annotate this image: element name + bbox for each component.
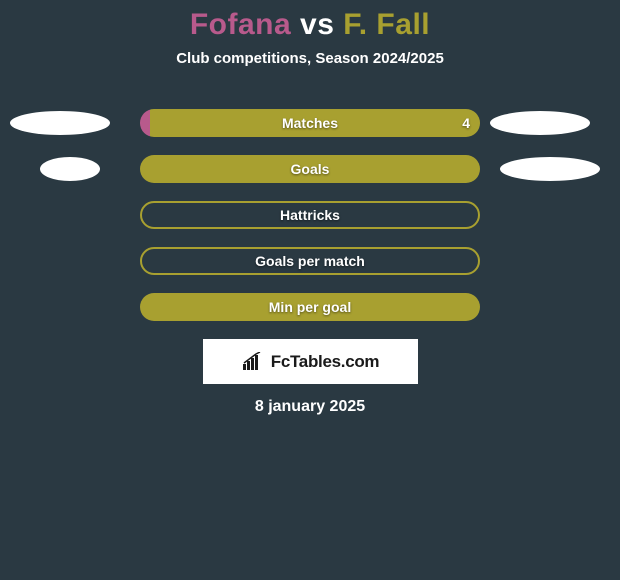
stat-value-right: 4 — [440, 109, 470, 137]
stat-row: Min per goal — [0, 293, 620, 321]
stat-label: Hattricks — [140, 201, 480, 229]
stat-label: Goals per match — [140, 247, 480, 275]
stat-row: Goals — [0, 155, 620, 183]
right-pill — [490, 111, 590, 135]
bars-chart-icon — [241, 352, 267, 372]
date-label: 8 january 2025 — [0, 398, 620, 416]
logo-text: FcTables.com — [271, 352, 380, 372]
comparison-widget: Fofana vs F. Fall Club competitions, Sea… — [0, 0, 620, 416]
logo: FcTables.com — [241, 352, 380, 372]
stat-row: Hattricks — [0, 201, 620, 229]
stat-row: Matches4 — [0, 109, 620, 137]
stat-label: Matches — [140, 109, 480, 137]
stat-label: Min per goal — [140, 293, 480, 321]
vs-text: vs — [300, 8, 334, 41]
stat-rows: Matches4 Goals Hattricks Goals per match Min… — [0, 109, 620, 321]
player1-name: Fofana — [190, 8, 291, 41]
stat-label: Goals — [140, 155, 480, 183]
page-title: Fofana vs F. Fall — [0, 0, 620, 42]
stat-row: Goals per match — [0, 247, 620, 275]
subtitle: Club competitions, Season 2024/2025 — [0, 50, 620, 67]
logo-box[interactable]: FcTables.com — [203, 339, 418, 384]
player2-name: F. Fall — [343, 8, 430, 41]
right-pill — [500, 157, 600, 181]
left-pill — [10, 111, 110, 135]
left-pill — [40, 157, 100, 181]
